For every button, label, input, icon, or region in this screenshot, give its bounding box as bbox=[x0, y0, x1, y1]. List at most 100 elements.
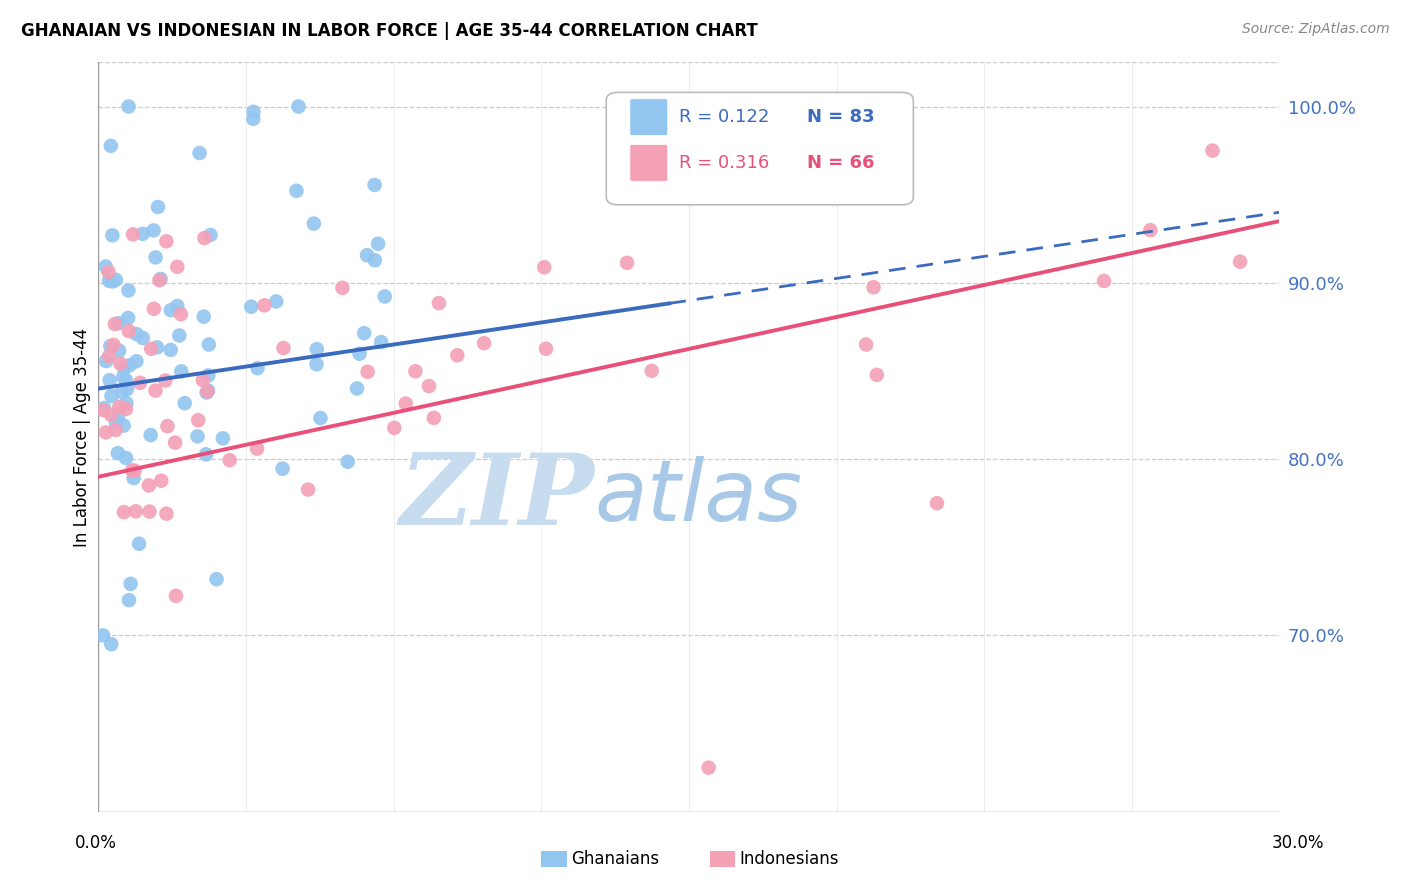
Point bbox=[155, 507, 177, 521]
Point bbox=[242, 112, 264, 126]
Point bbox=[363, 178, 385, 192]
Point bbox=[100, 408, 122, 422]
Point bbox=[193, 310, 215, 324]
Y-axis label: In Labor Force | Age 35-44: In Labor Force | Age 35-44 bbox=[73, 327, 91, 547]
Point bbox=[349, 347, 371, 361]
Point bbox=[697, 761, 720, 775]
Point bbox=[165, 589, 187, 603]
Point bbox=[356, 248, 378, 262]
Point bbox=[98, 274, 121, 288]
Point bbox=[100, 637, 122, 651]
Point bbox=[150, 474, 173, 488]
Point bbox=[138, 505, 160, 519]
Point bbox=[287, 99, 309, 113]
Point bbox=[122, 227, 145, 242]
Point bbox=[862, 280, 884, 294]
Point bbox=[115, 373, 138, 387]
Point bbox=[124, 464, 146, 478]
Point bbox=[93, 403, 115, 417]
Point bbox=[98, 339, 121, 353]
Point bbox=[534, 342, 557, 356]
Point bbox=[146, 340, 169, 354]
Point bbox=[107, 446, 129, 460]
Point bbox=[104, 273, 127, 287]
Point bbox=[855, 337, 877, 351]
Point bbox=[129, 376, 152, 390]
Point bbox=[170, 307, 193, 321]
FancyBboxPatch shape bbox=[630, 145, 668, 181]
Point bbox=[122, 471, 145, 485]
Point bbox=[866, 368, 889, 382]
Point bbox=[1092, 274, 1115, 288]
Point bbox=[305, 342, 328, 356]
Point bbox=[112, 418, 135, 433]
Point bbox=[427, 296, 450, 310]
Point bbox=[91, 628, 114, 642]
Point bbox=[107, 316, 129, 330]
Point bbox=[246, 442, 269, 456]
Point bbox=[309, 411, 332, 425]
Point bbox=[155, 234, 177, 248]
Point bbox=[173, 396, 195, 410]
Point bbox=[364, 253, 387, 268]
Point bbox=[117, 284, 139, 298]
Point bbox=[253, 298, 276, 312]
Point bbox=[94, 425, 117, 440]
Point bbox=[100, 389, 122, 403]
Point bbox=[616, 256, 638, 270]
Point bbox=[198, 337, 221, 351]
Point bbox=[142, 223, 165, 237]
FancyBboxPatch shape bbox=[606, 93, 914, 205]
Text: Ghanaians: Ghanaians bbox=[571, 850, 659, 868]
Point bbox=[188, 146, 211, 161]
Point bbox=[104, 423, 127, 437]
Point bbox=[125, 354, 148, 368]
Point bbox=[285, 184, 308, 198]
Point bbox=[187, 429, 209, 443]
Point bbox=[118, 593, 141, 607]
Point bbox=[104, 415, 127, 429]
Point bbox=[1201, 144, 1223, 158]
Point bbox=[121, 464, 143, 478]
Point bbox=[108, 343, 131, 358]
Point bbox=[367, 236, 389, 251]
Point bbox=[641, 364, 664, 378]
Point bbox=[395, 396, 418, 410]
Point bbox=[138, 478, 160, 492]
Point bbox=[115, 382, 138, 396]
Point bbox=[110, 357, 132, 371]
Point bbox=[356, 365, 378, 379]
Point bbox=[118, 324, 141, 338]
Point bbox=[195, 384, 218, 399]
Point bbox=[205, 572, 228, 586]
Point bbox=[305, 357, 328, 371]
Point bbox=[108, 400, 131, 414]
Point bbox=[155, 374, 177, 388]
Point bbox=[353, 326, 375, 341]
Point bbox=[117, 99, 139, 113]
Point bbox=[117, 310, 139, 325]
Point bbox=[925, 496, 948, 510]
Point bbox=[166, 299, 188, 313]
Point bbox=[132, 331, 155, 345]
Text: GHANAIAN VS INDONESIAN IN LABOR FORCE | AGE 35-44 CORRELATION CHART: GHANAIAN VS INDONESIAN IN LABOR FORCE | … bbox=[21, 22, 758, 40]
Point bbox=[332, 281, 354, 295]
Point bbox=[115, 450, 138, 465]
Point bbox=[159, 343, 181, 357]
Text: N = 83: N = 83 bbox=[807, 108, 875, 126]
Point bbox=[107, 409, 129, 423]
Point bbox=[120, 577, 142, 591]
Point bbox=[170, 364, 193, 378]
Point bbox=[148, 273, 170, 287]
FancyBboxPatch shape bbox=[630, 99, 668, 136]
Text: atlas: atlas bbox=[595, 456, 803, 539]
Text: Indonesians: Indonesians bbox=[740, 850, 839, 868]
Point bbox=[115, 401, 138, 416]
Text: Source: ZipAtlas.com: Source: ZipAtlas.com bbox=[1241, 22, 1389, 37]
Text: R = 0.316: R = 0.316 bbox=[679, 154, 769, 172]
Point bbox=[302, 217, 325, 231]
Point bbox=[139, 342, 162, 356]
Point bbox=[112, 505, 135, 519]
Point bbox=[125, 504, 148, 518]
Point bbox=[828, 99, 851, 113]
